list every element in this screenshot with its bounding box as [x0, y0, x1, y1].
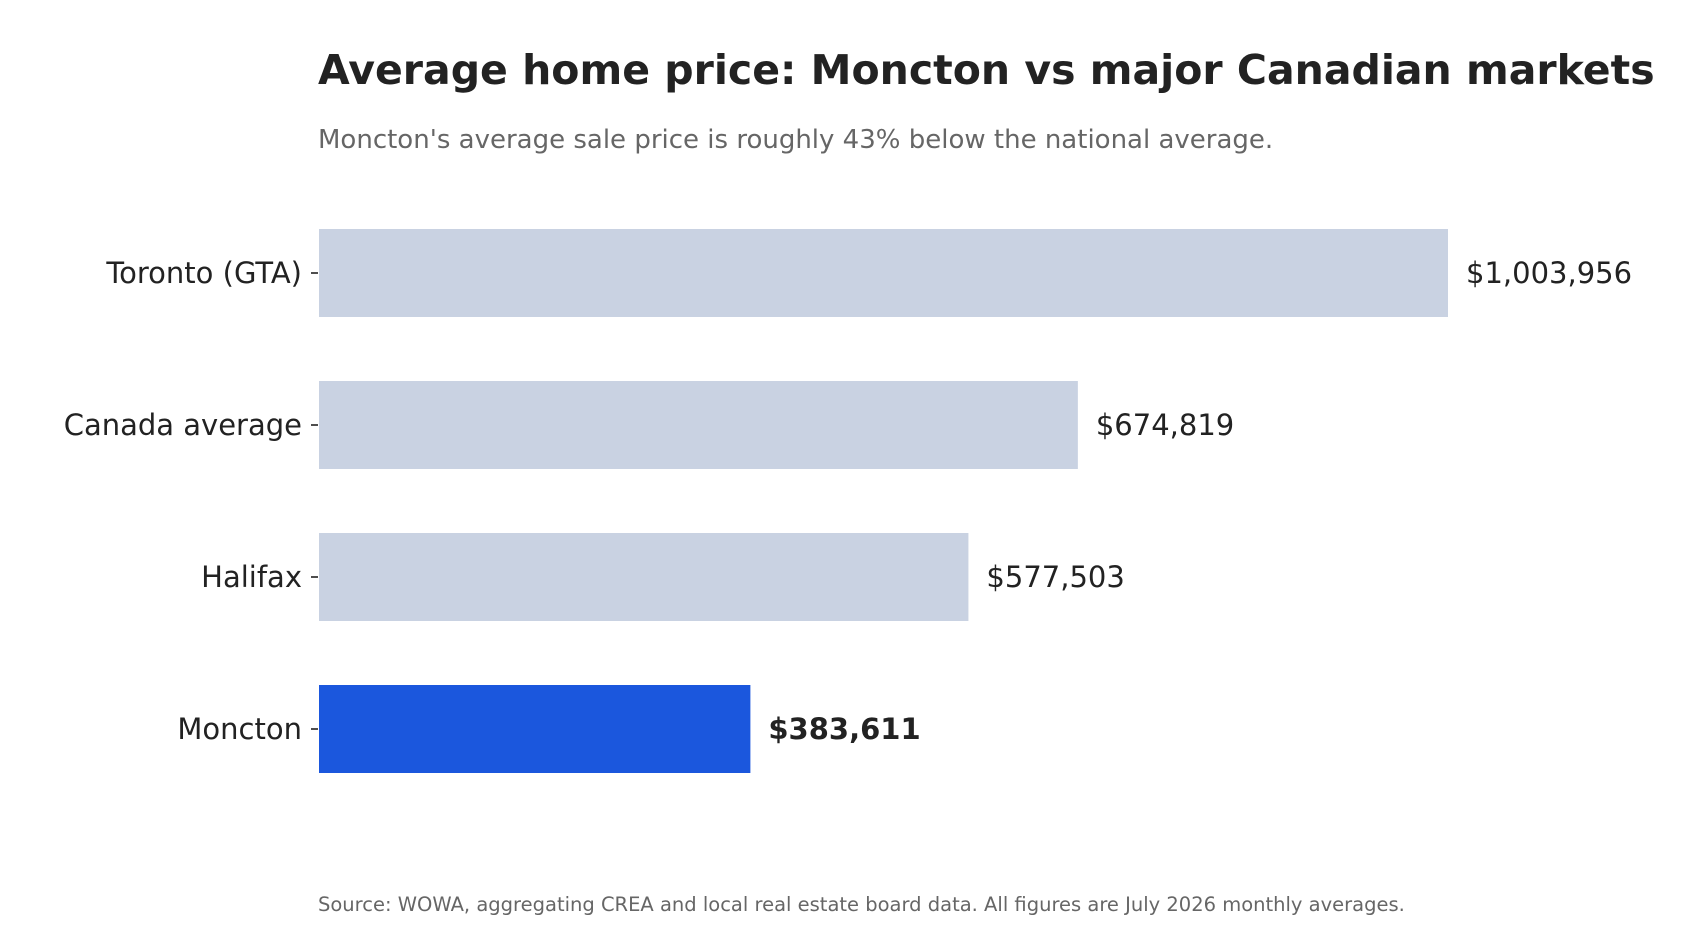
category-label-toronto-gta: Toronto (GTA): [105, 256, 302, 290]
bar-canada-average: [319, 381, 1078, 469]
chart-title: Average home price: Moncton vs major Can…: [318, 46, 1655, 94]
category-label-halifax: Halifax: [201, 560, 302, 594]
value-label-toronto-gta: $1,003,956: [1466, 256, 1632, 290]
chart-subtitle: Moncton's average sale price is roughly …: [318, 125, 1273, 155]
bar-halifax: [319, 533, 969, 621]
value-label-halifax: $577,503: [986, 560, 1124, 594]
category-label-canada-average: Canada average: [64, 408, 302, 442]
category-label-moncton: Moncton: [177, 712, 302, 746]
value-label-moncton: $383,611: [768, 712, 920, 746]
bar-moncton: [319, 685, 751, 773]
bars-group: Toronto (GTA) $1,003,956 Canada average $67…: [64, 229, 1632, 773]
value-label-canada-average: $674,819: [1096, 408, 1234, 442]
bar-toronto-gta: [319, 229, 1448, 317]
chart-source: Source: WOWA, aggregating CREA and local…: [318, 893, 1405, 916]
